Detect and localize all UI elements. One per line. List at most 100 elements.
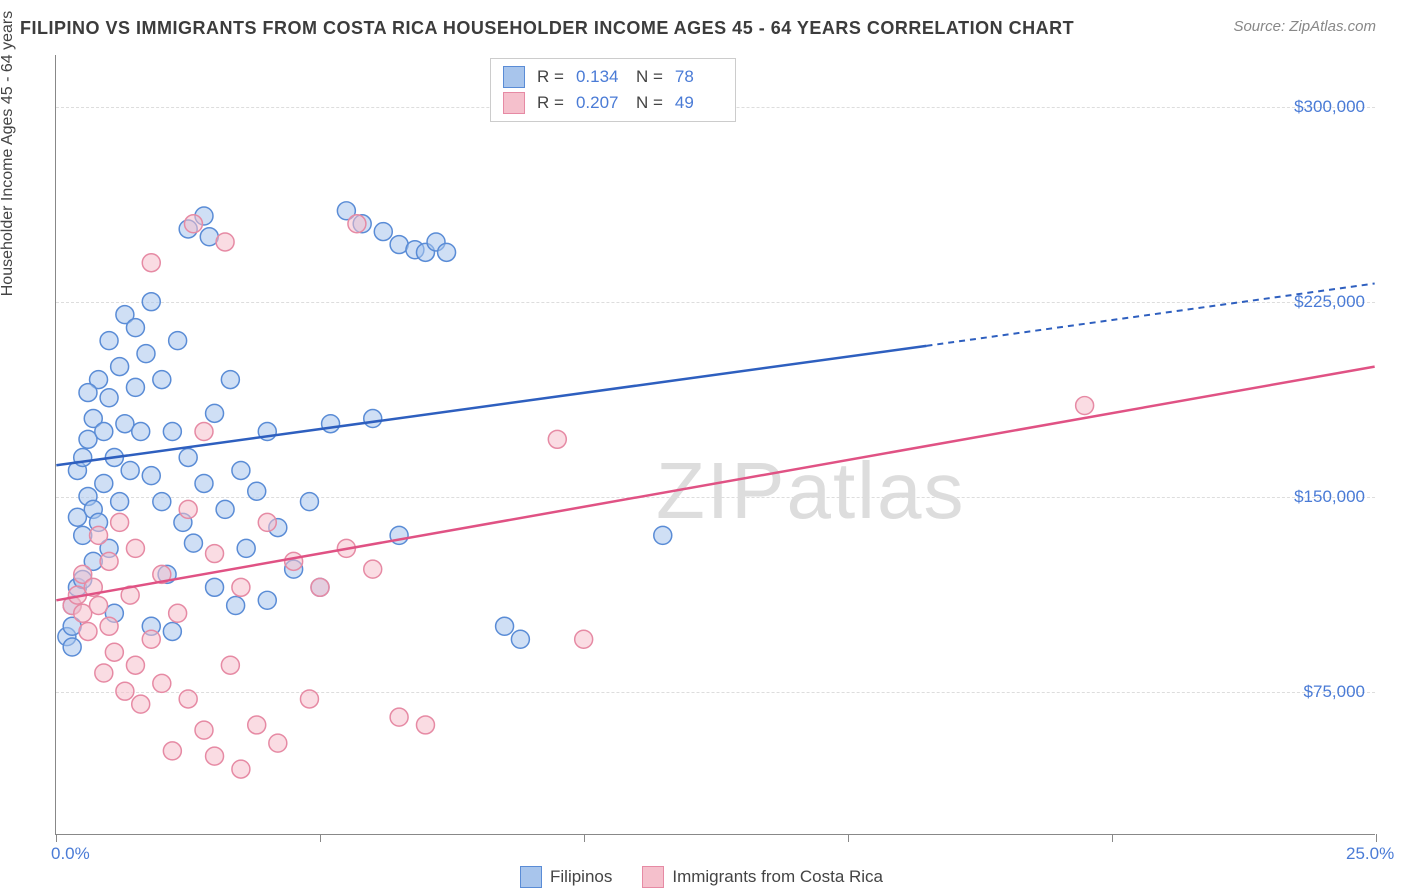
data-point [163, 742, 181, 760]
data-point [206, 578, 224, 596]
data-point [153, 674, 171, 692]
data-point [496, 617, 514, 635]
data-point [132, 423, 150, 441]
swatch-costarica [642, 866, 664, 888]
data-point [390, 708, 408, 726]
data-point [111, 358, 129, 376]
data-point [142, 630, 160, 648]
chart-area: ZIPatlas $75,000$150,000$225,000$300,000… [55, 55, 1375, 835]
data-point [179, 448, 197, 466]
data-point [237, 539, 255, 557]
data-point [1076, 397, 1094, 415]
legend-label-0: Filipinos [550, 867, 612, 887]
data-point [126, 539, 144, 557]
data-point [300, 493, 318, 511]
data-point [142, 467, 160, 485]
swatch-filipinos [520, 866, 542, 888]
data-point [126, 378, 144, 396]
data-point [248, 482, 266, 500]
data-point [511, 630, 529, 648]
data-point [269, 734, 287, 752]
data-point [126, 319, 144, 337]
n-value-0: 78 [675, 67, 723, 87]
data-point [216, 233, 234, 251]
data-point [137, 345, 155, 363]
data-point [364, 560, 382, 578]
data-point [206, 545, 224, 563]
data-point [248, 716, 266, 734]
data-point [221, 656, 239, 674]
data-point [169, 332, 187, 350]
data-point [258, 591, 276, 609]
data-point [111, 513, 129, 531]
r-label: R = [537, 93, 564, 113]
data-point [90, 597, 108, 615]
data-point [95, 423, 113, 441]
data-point [206, 747, 224, 765]
data-point [179, 690, 197, 708]
data-point [227, 597, 245, 615]
data-point [348, 215, 366, 233]
n-label: N = [636, 93, 663, 113]
data-point [95, 664, 113, 682]
data-point [100, 552, 118, 570]
data-point [142, 293, 160, 311]
data-point [100, 389, 118, 407]
data-point [300, 690, 318, 708]
data-point [285, 552, 303, 570]
data-point [258, 513, 276, 531]
chart-title: FILIPINO VS IMMIGRANTS FROM COSTA RICA H… [20, 18, 1074, 39]
x-tick [1112, 834, 1113, 842]
legend-label-1: Immigrants from Costa Rica [672, 867, 883, 887]
data-point [654, 526, 672, 544]
data-point [195, 721, 213, 739]
y-axis-title: Householder Income Ages 45 - 64 years [0, 11, 17, 297]
data-point [169, 604, 187, 622]
data-point [100, 617, 118, 635]
data-point [142, 254, 160, 272]
data-point [153, 493, 171, 511]
data-point [548, 430, 566, 448]
x-tick [320, 834, 321, 842]
scatter-plot-svg [56, 55, 1375, 834]
data-point [184, 215, 202, 233]
data-point [232, 760, 250, 778]
data-point [121, 461, 139, 479]
legend-series: Filipinos Immigrants from Costa Rica [520, 866, 883, 888]
data-point [195, 474, 213, 492]
data-point [232, 578, 250, 596]
data-point [100, 332, 118, 350]
data-point [153, 371, 171, 389]
data-point [364, 410, 382, 428]
data-point [438, 243, 456, 261]
swatch-filipinos [503, 66, 525, 88]
data-point [105, 643, 123, 661]
data-point [221, 371, 239, 389]
data-point [179, 500, 197, 518]
data-point [374, 223, 392, 241]
n-label: N = [636, 67, 663, 87]
r-value-1: 0.207 [576, 93, 624, 113]
data-point [184, 534, 202, 552]
source-label: Source: ZipAtlas.com [1233, 18, 1376, 35]
legend-stats: R = 0.134 N = 78 R = 0.207 N = 49 [490, 58, 736, 122]
x-tick [848, 834, 849, 842]
data-point [575, 630, 593, 648]
data-point [322, 415, 340, 433]
r-value-0: 0.134 [576, 67, 624, 87]
data-point [116, 682, 134, 700]
data-point [163, 423, 181, 441]
x-tick-label: 25.0% [1346, 844, 1394, 864]
x-tick-label: 0.0% [51, 844, 90, 864]
n-value-1: 49 [675, 93, 723, 113]
data-point [111, 493, 129, 511]
data-point [132, 695, 150, 713]
data-point [163, 622, 181, 640]
x-tick [584, 834, 585, 842]
swatch-costarica [503, 92, 525, 114]
data-point [311, 578, 329, 596]
data-point [90, 526, 108, 544]
data-point [416, 716, 434, 734]
data-point [206, 404, 224, 422]
x-tick [1376, 834, 1377, 842]
